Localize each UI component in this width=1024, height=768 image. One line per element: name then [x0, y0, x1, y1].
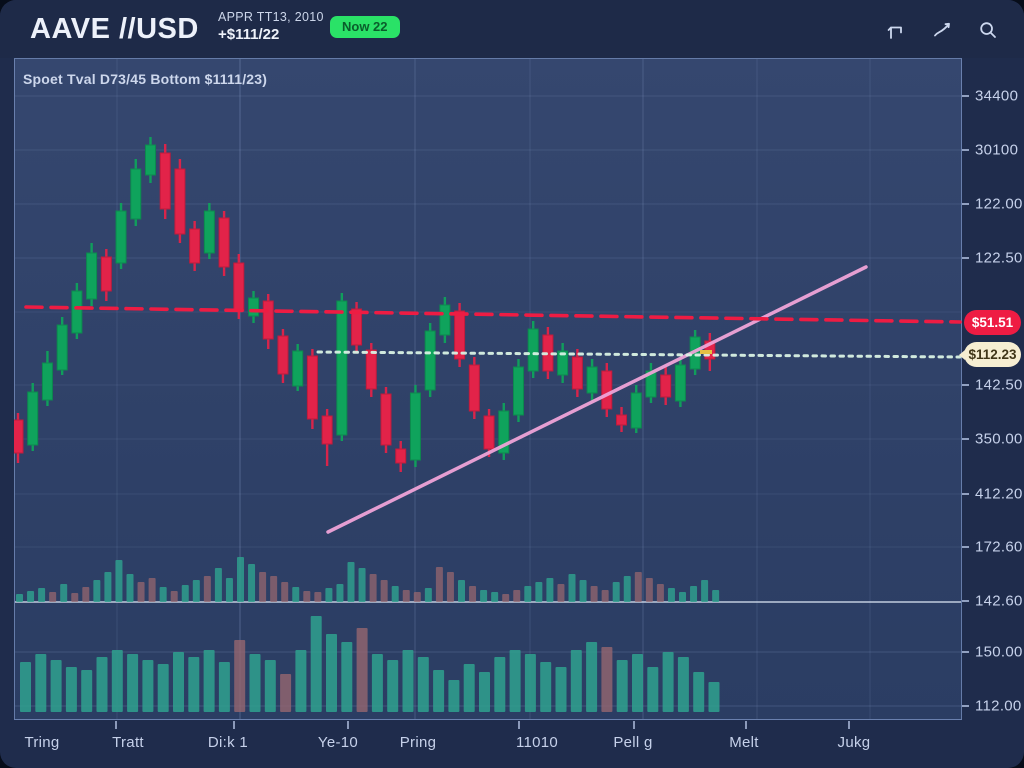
x-axis-tick [115, 721, 117, 729]
draw-tool-icon[interactable] [932, 20, 952, 40]
x-axis-label: Ye-10 [317, 734, 359, 751]
x-axis-label: Tratt [112, 734, 144, 751]
y-axis-tick [962, 546, 969, 548]
y-axis-tick [962, 651, 969, 653]
current-price-marker [700, 350, 712, 354]
time-axis: Tring Tratt Di:k 1 Ye-10 Pring 11010 Pell g Mel… [0, 720, 1024, 768]
price-chart[interactable] [14, 58, 962, 720]
status-badge: Now 22 [330, 16, 400, 38]
y-axis-label: 412.20 [975, 485, 1023, 503]
ascending-trendline [326, 265, 868, 534]
y-axis-label: 142.60 [975, 592, 1023, 610]
y-axis-label: 122.00 [975, 195, 1023, 213]
chart-annotation: Spoet Tval D73/45 Bottom $1111/23) [23, 71, 268, 87]
candlestick-layer [14, 137, 716, 472]
y-axis-label: 150.00 [975, 643, 1023, 661]
y-axis-label: 172.60 [975, 538, 1023, 556]
grid-layer [15, 59, 961, 719]
x-axis-label: Di:k 1 [207, 734, 249, 751]
y-axis-tick [962, 257, 969, 259]
y-axis-tick [962, 438, 969, 440]
drawing-layer [24, 265, 962, 534]
symbol-date: APPR TT13, 2010 [218, 10, 324, 24]
x-axis-tick [347, 721, 349, 729]
price-pill: $51.51 [964, 310, 1021, 335]
x-axis-tick [633, 721, 635, 729]
x-axis-label: Tring [24, 734, 60, 751]
app-header: AAVE //USD APPR TT13, 2010 +$111/22 Now … [0, 0, 1024, 58]
y-axis-tick [962, 384, 969, 386]
y-axis-tick [962, 600, 969, 602]
price-pill: $112.23 [964, 342, 1021, 367]
price-axis: 34400 30100 122.00 122.50 142.50 350.00 412.20… [962, 58, 1024, 720]
x-axis-label: 11010 [515, 734, 559, 751]
header-toolbar [886, 20, 998, 40]
y-axis-tick [962, 493, 969, 495]
y-axis-label: 30100 [975, 141, 1019, 159]
y-axis-tick [962, 203, 969, 205]
x-axis-label: Pell g [613, 734, 653, 751]
x-axis-tick [745, 721, 747, 729]
y-axis-tick [962, 149, 969, 151]
symbol-subtitle: APPR TT13, 2010 +$111/22 [218, 10, 324, 44]
x-axis-tick [518, 721, 520, 729]
search-icon[interactable] [978, 20, 998, 40]
x-axis-label: Pring [399, 734, 437, 751]
home-icon[interactable] [886, 20, 906, 40]
chart-panel: Spoet Tval D73/45 Bottom $1111/23) [14, 58, 962, 720]
x-axis-label: Melt [729, 734, 759, 751]
x-axis-tick [233, 721, 235, 729]
x-axis-tick [848, 721, 850, 729]
y-axis-label: 350.00 [975, 430, 1023, 448]
y-axis-label: 112.00 [975, 697, 1022, 715]
y-axis-tick [962, 705, 969, 707]
y-axis-label: 142.50 [975, 376, 1023, 394]
level-dotted-line [316, 350, 962, 359]
symbol-price-change: +$111/22 [218, 25, 280, 43]
x-axis-label: Jukg [837, 734, 871, 751]
y-axis-label: 122.50 [975, 249, 1023, 267]
resistance-dashed-line [24, 305, 962, 324]
y-axis-tick [962, 95, 969, 97]
volume-histogram-layer [20, 616, 720, 712]
volume-strip-layer [16, 557, 720, 602]
y-axis-label: 34400 [975, 87, 1019, 105]
symbol-title: AAVE //USD [30, 13, 199, 45]
